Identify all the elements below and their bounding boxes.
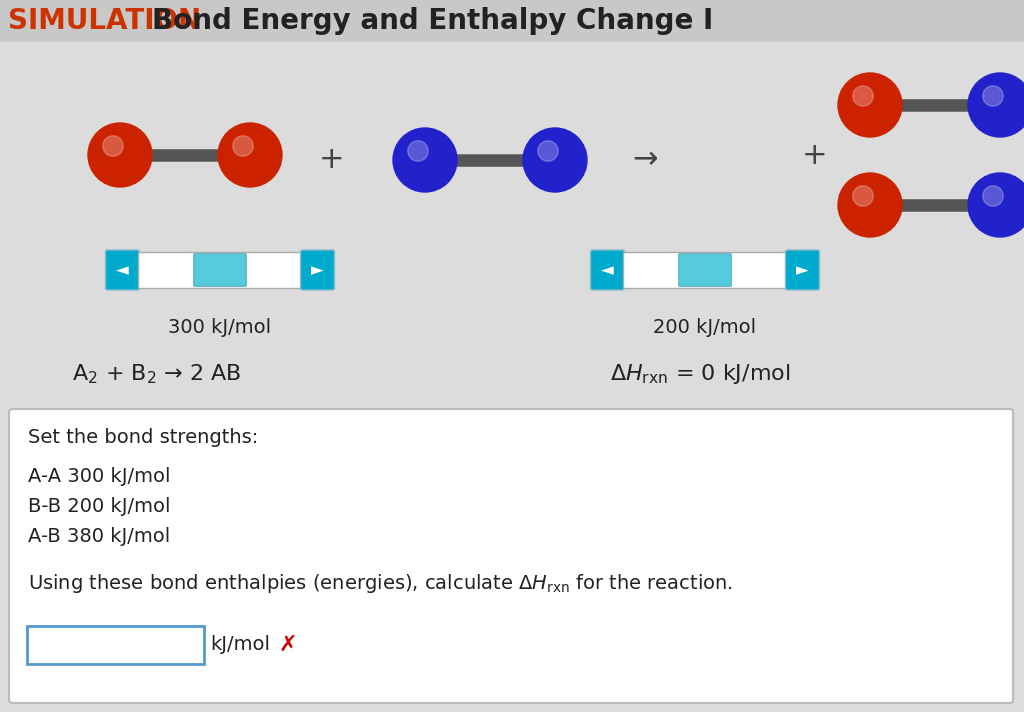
Circle shape bbox=[853, 85, 873, 106]
Text: $\Delta H_{\mathrm{rxn}}$ = 0 kJ/mol: $\Delta H_{\mathrm{rxn}}$ = 0 kJ/mol bbox=[610, 362, 791, 386]
Text: +: + bbox=[319, 145, 345, 174]
FancyBboxPatch shape bbox=[679, 254, 731, 286]
Circle shape bbox=[218, 123, 282, 187]
FancyBboxPatch shape bbox=[785, 250, 819, 290]
Text: 200 kJ/mol: 200 kJ/mol bbox=[653, 318, 757, 337]
Text: B-B 200 kJ/mol: B-B 200 kJ/mol bbox=[28, 497, 171, 516]
Text: →: → bbox=[632, 145, 657, 174]
FancyBboxPatch shape bbox=[591, 250, 625, 290]
Text: Set the bond strengths:: Set the bond strengths: bbox=[28, 428, 258, 447]
FancyBboxPatch shape bbox=[9, 409, 1013, 703]
FancyBboxPatch shape bbox=[105, 250, 139, 290]
Circle shape bbox=[838, 173, 902, 237]
Circle shape bbox=[408, 141, 428, 161]
FancyBboxPatch shape bbox=[137, 252, 302, 288]
FancyBboxPatch shape bbox=[0, 42, 1024, 402]
Text: A-A 300 kJ/mol: A-A 300 kJ/mol bbox=[28, 467, 171, 486]
Circle shape bbox=[983, 186, 1004, 206]
Text: A$_2$ + B$_2$ → 2 AB: A$_2$ + B$_2$ → 2 AB bbox=[72, 362, 242, 386]
Text: ◄: ◄ bbox=[601, 261, 613, 279]
Text: A-B 380 kJ/mol: A-B 380 kJ/mol bbox=[28, 527, 170, 546]
Circle shape bbox=[232, 136, 253, 156]
Circle shape bbox=[968, 73, 1024, 137]
Circle shape bbox=[523, 128, 587, 192]
Circle shape bbox=[983, 85, 1004, 106]
Text: 300 kJ/mol: 300 kJ/mol bbox=[168, 318, 271, 337]
Text: Bond Energy and Enthalpy Change I: Bond Energy and Enthalpy Change I bbox=[152, 7, 714, 35]
FancyBboxPatch shape bbox=[300, 250, 335, 290]
Text: kJ/mol: kJ/mol bbox=[210, 636, 270, 654]
Circle shape bbox=[88, 123, 152, 187]
Text: ►: ► bbox=[311, 261, 324, 279]
Text: ◄: ◄ bbox=[116, 261, 129, 279]
Circle shape bbox=[102, 136, 123, 156]
Circle shape bbox=[968, 173, 1024, 237]
FancyBboxPatch shape bbox=[27, 626, 204, 664]
FancyBboxPatch shape bbox=[0, 0, 1024, 42]
Text: SIMULATION: SIMULATION bbox=[8, 7, 201, 35]
FancyBboxPatch shape bbox=[194, 254, 246, 286]
Circle shape bbox=[393, 128, 457, 192]
Text: ►: ► bbox=[796, 261, 809, 279]
Circle shape bbox=[853, 186, 873, 206]
FancyBboxPatch shape bbox=[623, 252, 787, 288]
Circle shape bbox=[838, 73, 902, 137]
Text: ✗: ✗ bbox=[278, 635, 297, 655]
Text: +: + bbox=[802, 140, 827, 169]
Text: Using these bond enthalpies (energies), calculate $\Delta H_{\mathrm{rxn}}$ for : Using these bond enthalpies (energies), … bbox=[28, 572, 733, 595]
Circle shape bbox=[538, 141, 558, 161]
